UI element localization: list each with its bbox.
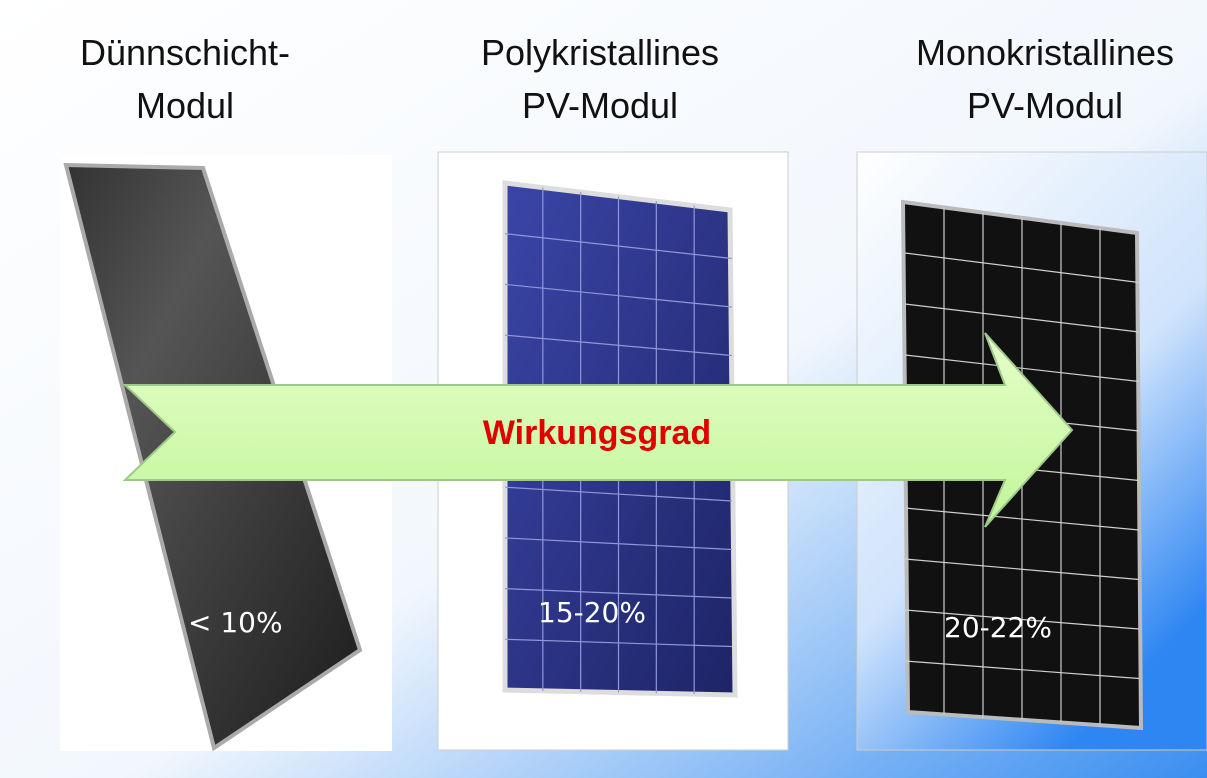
column-title: PV-Modul — [522, 85, 678, 126]
column-title: Modul — [136, 85, 234, 126]
arrow-label: Wirkungsgrad — [483, 414, 711, 452]
column-title: Dünnschicht- — [80, 32, 290, 73]
cell-line — [904, 609, 1140, 630]
cell-line — [904, 303, 1140, 333]
cell-line — [904, 558, 1140, 581]
column-title: PV-Modul — [967, 85, 1123, 126]
column-title: Monokristallines — [916, 32, 1174, 73]
efficiency-label: < 10% — [188, 606, 283, 639]
cell-line — [904, 354, 1140, 383]
cell-line — [504, 233, 733, 260]
arrow — [122, 332, 1074, 528]
cell-line — [504, 638, 733, 648]
column-title: Polykristallines — [481, 32, 719, 73]
efficiency-label: 20-22% — [944, 611, 1052, 644]
cell-line — [904, 252, 1140, 284]
cell-line — [504, 588, 733, 599]
cell-line — [904, 660, 1140, 680]
cell-line — [504, 283, 733, 308]
cell-line — [504, 486, 733, 502]
efficiency-label: 15-20% — [538, 596, 646, 629]
cell-line — [504, 334, 733, 357]
cell-line — [904, 507, 1140, 531]
cell-line — [504, 537, 733, 551]
